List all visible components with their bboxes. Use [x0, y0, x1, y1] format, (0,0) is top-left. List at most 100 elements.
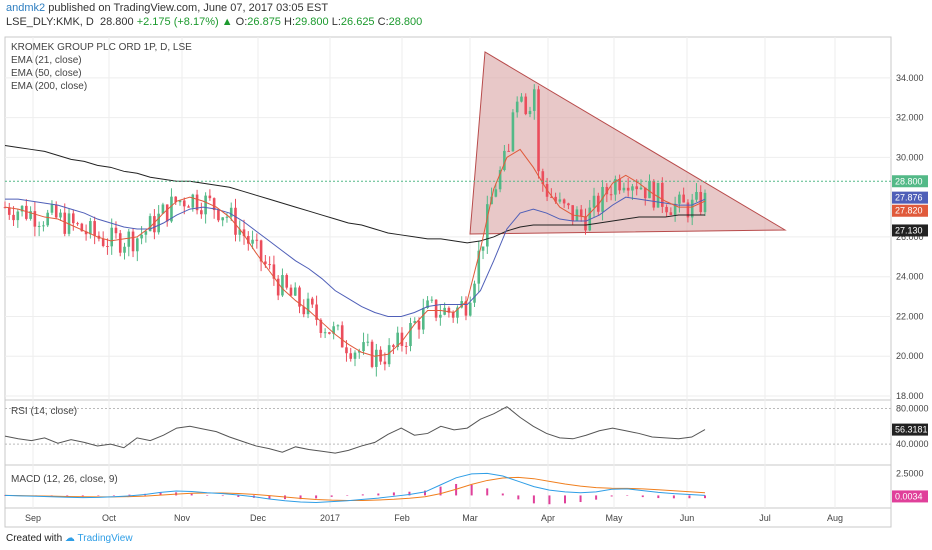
candle-body [618, 179, 621, 191]
y-tick-label: 34.000 [896, 73, 924, 83]
candle-body [84, 231, 88, 235]
candle-body [37, 225, 41, 227]
candle-body [631, 186, 634, 191]
candle-body [165, 204, 169, 222]
macd-hist-bar [346, 495, 349, 496]
candle-body [311, 298, 314, 305]
macd-hist-bar [97, 495, 100, 496]
candle-body [648, 180, 651, 199]
candle-body [255, 239, 259, 241]
candle-body [353, 352, 357, 359]
candle-body [584, 216, 587, 231]
macd-hist-bar [688, 495, 691, 499]
y-tick-label: 26.000 [896, 232, 924, 242]
macd-last-badge-bg [892, 490, 928, 503]
candle-body [571, 205, 574, 221]
candle-body [50, 204, 54, 213]
footer: Created with ☁ TradingView [0, 528, 932, 550]
candle-body [225, 216, 229, 218]
candle-body [528, 110, 532, 115]
candle-body [609, 194, 613, 196]
macd-pane[interactable] [4, 472, 706, 505]
candle-body [76, 223, 79, 225]
candle-body [302, 306, 306, 315]
rsi-last-badge: 56.3181 [895, 425, 928, 435]
candle-body [319, 319, 323, 333]
last-price: 28.800 [99, 16, 134, 28]
candle-body [579, 209, 583, 217]
candle-body [690, 199, 694, 218]
candle-body [409, 323, 412, 347]
macd-hist-bar [486, 488, 489, 496]
ema21-line [4, 148, 706, 357]
x-tick-label: Mar [462, 513, 478, 523]
candle-body [80, 223, 84, 232]
last-price-badge-bg [892, 175, 928, 188]
candle-body [370, 341, 374, 367]
macd-hist-bar [268, 495, 271, 499]
candle-body [251, 239, 254, 244]
candle-body [404, 345, 408, 347]
author-link[interactable]: andmk2 [6, 2, 46, 14]
change: +2.175 (+8.17%) [136, 16, 219, 28]
candle-body [392, 345, 395, 348]
candle-body [396, 332, 399, 348]
brand[interactable]: TradingView [77, 533, 133, 544]
candle-body [174, 196, 178, 203]
macd-hist-bar [361, 494, 364, 496]
candle-body [195, 194, 199, 211]
candle-body [71, 213, 75, 224]
legend-ema21: EMA (21, close) [11, 55, 82, 66]
candle-body [503, 150, 506, 171]
macd-hist-bar [595, 495, 598, 500]
macd-hist-bar [206, 495, 209, 496]
candle-body [191, 194, 195, 208]
candle-body [643, 187, 647, 199]
candle-body [468, 302, 472, 316]
x-tick-label: Oct [102, 513, 117, 523]
candle-body [123, 246, 126, 253]
candle-body [477, 250, 481, 284]
candle-body [494, 189, 498, 197]
candle-body [118, 233, 122, 253]
rsi-line [4, 406, 706, 454]
ema21-badge-bg [892, 204, 928, 217]
candle-body [520, 96, 523, 102]
macd-hist-bar [315, 495, 318, 499]
chart-border [4, 36, 892, 528]
candle-body [144, 231, 148, 235]
y-tick-label: 22.000 [896, 311, 924, 321]
x-tick-label: Sep [25, 513, 41, 523]
y-tick-label: 18.000 [896, 391, 924, 401]
candle-body [208, 195, 212, 199]
candle-body [221, 217, 224, 221]
credit: Created with ☁ TradingView [6, 533, 133, 544]
candle-body [387, 345, 391, 365]
macd-hist-bar [672, 495, 675, 499]
candle-body [601, 186, 604, 212]
macd-hist-bar [112, 495, 115, 496]
last-price-badge: 28.800 [895, 176, 923, 186]
x-tick-label: Jul [759, 513, 771, 523]
candle-body [293, 287, 297, 296]
candle-body [136, 238, 139, 252]
ema50-badge-bg [892, 191, 928, 204]
candle-body [204, 195, 207, 215]
price-pane[interactable] [3, 51, 891, 377]
macd-last-badge: 0.0034 [895, 491, 923, 501]
candle-body [153, 216, 156, 233]
candle-body [178, 200, 182, 203]
rsi-pane[interactable] [4, 406, 891, 454]
candle-body [101, 238, 105, 246]
symbol[interactable]: LSE_DLY:KMK, D [6, 16, 94, 28]
candle-body [268, 264, 271, 266]
rsi-tick-label: 40.0000 [896, 439, 929, 449]
published-text: published on TradingView.com, June 07, 2… [48, 2, 329, 14]
candle-body [328, 332, 331, 334]
candle-body [481, 246, 485, 251]
candle-body [89, 221, 92, 235]
chart-canvas[interactable]: Sep Oct Nov Dec 2017 Feb Mar Apr May Jun Jul Aug 34.… [0, 0, 932, 528]
candle-body [567, 203, 570, 206]
legend-ema200: EMA (200, close) [11, 81, 87, 92]
candle-body [511, 112, 515, 152]
